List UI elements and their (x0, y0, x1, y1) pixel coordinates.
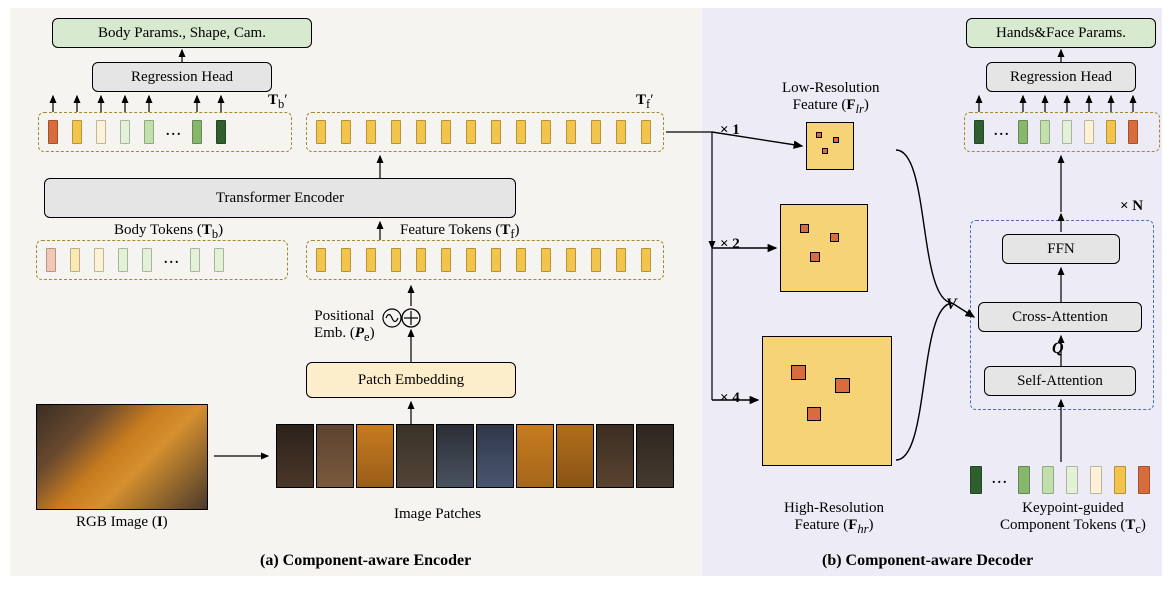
label-x2: × 2 (720, 236, 740, 253)
hands-face-output: Hands&Face Params. (966, 18, 1156, 48)
label-Q: Q (1052, 340, 1064, 358)
regression-head-a: Regression Head (92, 62, 272, 92)
label-xN: × N (1120, 198, 1143, 215)
tf-prime-group (306, 112, 664, 152)
label-tf_prime: Tf′ (636, 92, 653, 112)
panel-title-encoder: (a) Component-aware Encoder (260, 552, 471, 570)
label-lowres: Low-ResolutionFeature (Flr) (782, 80, 880, 117)
label-x4: × 4 (720, 390, 740, 407)
label-highres: High-ResolutionFeature (Fhr) (784, 500, 884, 537)
label-tc: Keypoint-guidedComponent Tokens (Tc) (1000, 500, 1146, 537)
low-res-feature (806, 122, 854, 170)
label-patches: Image Patches (394, 506, 481, 523)
transformer-encoder: Transformer Encoder (44, 178, 516, 218)
label-pos_emb: PositionalEmb. (Pe) (314, 308, 375, 345)
tf-group (306, 240, 664, 280)
label-V: V (946, 296, 957, 314)
label-tb_prime: Tb′ (268, 92, 288, 112)
label-rgb: RGB Image (I) (76, 514, 168, 531)
label-body_tok: Body Tokens (Tb) (114, 222, 223, 242)
mid-res-feature (780, 204, 868, 292)
body-output: Body Params., Shape, Cam. (52, 18, 312, 48)
label-feat_tok: Feature Tokens (Tf) (400, 222, 520, 242)
label-x1: × 1 (720, 122, 740, 139)
panel-title-decoder: (b) Component-aware Decoder (822, 552, 1033, 570)
high-res-feature (762, 336, 892, 466)
regression-head-b: Regression Head (986, 62, 1136, 92)
patch-embedding: Patch Embedding (306, 362, 516, 398)
rgb-image (36, 404, 208, 510)
